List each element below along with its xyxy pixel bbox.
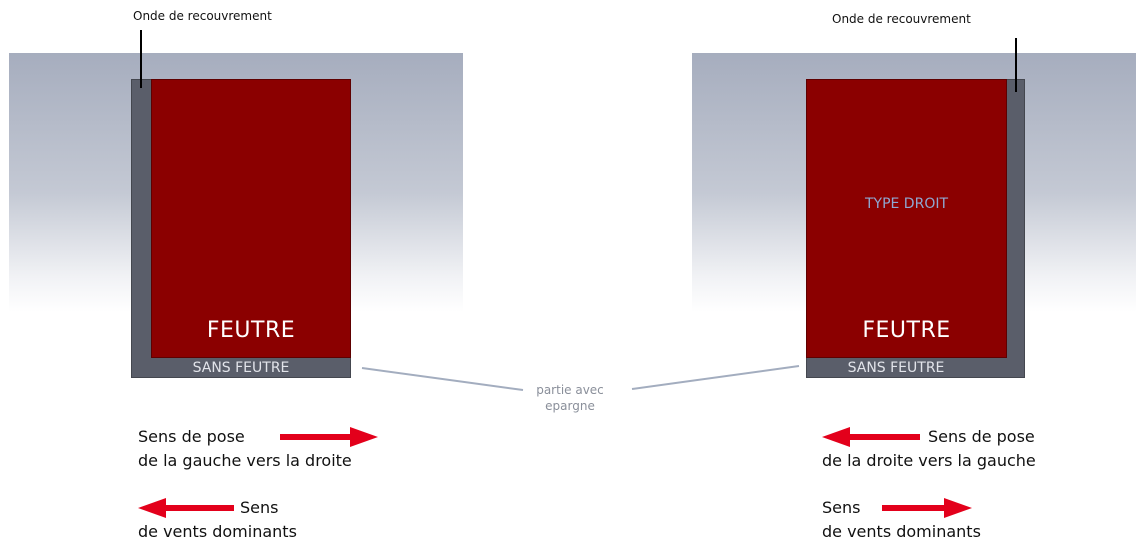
right-note-leader	[631, 365, 800, 390]
right-overlap-label: Onde de recouvrement	[832, 12, 971, 26]
left-lay-line2: de la gauche vers la droite	[138, 451, 352, 470]
right-wind-arrow	[882, 498, 972, 518]
right-wind-line2: de vents dominants	[822, 522, 981, 541]
right-lay-arrow	[822, 427, 920, 447]
right-felt-label: FEUTRE	[862, 318, 951, 343]
right-lay-line1: Sens de pose	[928, 427, 1035, 446]
left-wind-arrow	[138, 498, 234, 518]
right-felt-area: TYPE DROIT FEUTRE	[806, 79, 1007, 358]
center-note: partie avec epargne	[520, 382, 620, 414]
left-lay-line1: Sens de pose	[138, 427, 245, 446]
center-note-line2: epargne	[545, 399, 595, 413]
right-type-label: TYPE DROIT	[864, 196, 949, 212]
left-wind-line1: Sens	[240, 498, 279, 517]
right-no-felt-label: SANS FEUTRE	[847, 360, 945, 376]
left-wind-line2: de vents dominants	[138, 522, 297, 541]
left-overlap-label: Onde de recouvrement	[133, 9, 272, 23]
left-felt-area: FEUTRE	[151, 79, 351, 358]
left-felt-label: FEUTRE	[206, 318, 296, 343]
center-note-line1: partie avec	[536, 383, 604, 397]
right-lay-line2: de la droite vers la gauche	[822, 451, 1036, 470]
right-wind-line1: Sens	[822, 498, 861, 517]
left-note-leader	[361, 367, 524, 391]
left-lay-arrow	[280, 427, 378, 447]
left-no-felt-label: SANS FEUTRE	[192, 360, 290, 376]
